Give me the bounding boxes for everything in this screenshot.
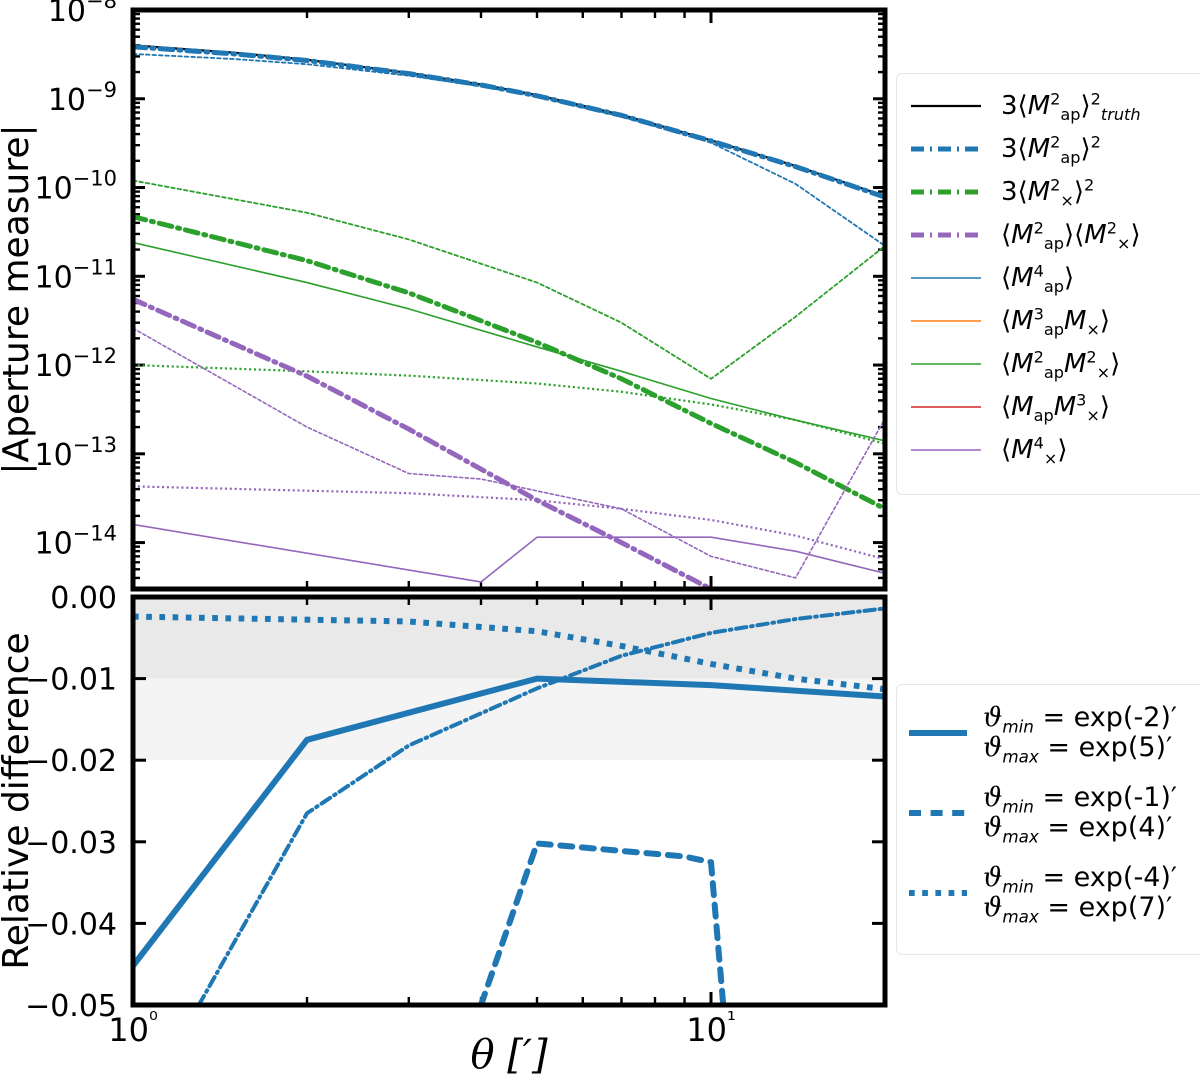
legend-item-r3[interactable]: ϑmin = exp(-4)′ ϑmax = exp(7)′: [907, 853, 1200, 933]
lower-y-tick-label: −0.03: [25, 826, 117, 861]
lower-y-tick-label: −0.02: [25, 744, 117, 779]
legend-line-sample-map2mx2: [909, 228, 987, 242]
legend-label-r2: ϑmin = exp(-1)′ ϑmax = exp(4)′: [983, 781, 1178, 847]
upper-y-tick-label: 10−11: [34, 255, 117, 295]
relative-difference-panel: 0.00 −0.01 −0.02 −0.03 −0.04 −0.05: [25, 581, 888, 1024]
legend-item-map2sq[interactable]: 3⟨M2ap⟩2: [909, 127, 1200, 170]
legend-line-sample-truth: [909, 99, 987, 113]
series-line: [133, 241, 885, 442]
series-line: [133, 214, 885, 512]
upper-y-tick-label: 10−14: [34, 522, 117, 562]
legend-label-truth: 3⟨M2ap⟩2truth: [1001, 88, 1141, 124]
series-line: [133, 296, 717, 589]
lower-y-tick-label: −0.05: [25, 989, 117, 1024]
lower-y-tick-label: −0.04: [25, 907, 117, 942]
upper-y-tick-label: 10−8: [48, 0, 117, 29]
axis-labels: 10⁰ 10¹ θ [′] |Aperture measure| Relative di…: [0, 124, 736, 1078]
legend-label-map4: ⟨M4ap⟩: [1001, 260, 1075, 296]
upper-y-tick-label: 10−10: [34, 167, 117, 207]
aperture-measure-panel: 10−8 10−9 10−10 10−11 10−12 10−13 10−14: [34, 0, 888, 592]
series-line: [133, 613, 885, 693]
legend-label-mapmx3: ⟨MapM3×⟩: [1001, 389, 1111, 425]
upper-y-tick-label: 10−9: [48, 78, 117, 118]
upper-y-tick-label: 10−13: [34, 433, 117, 473]
theta-range-legend: ϑmin = exp(-2)′ ϑmax = exp(5)′ ϑmin = exp(…: [896, 684, 1200, 955]
series-line: [133, 327, 885, 579]
legend-item-r1[interactable]: ϑmin = exp(-2)′ ϑmax = exp(5)′: [907, 693, 1200, 773]
series-line: [196, 606, 885, 1005]
legend-item-r2[interactable]: ϑmin = exp(-1)′ ϑmax = exp(4)′: [907, 773, 1200, 853]
legend-item-map3mx[interactable]: ⟨M3apM×⟩: [909, 299, 1200, 342]
upper-panel-frame: [130, 7, 888, 592]
legend-label-map2mx2: ⟨M2ap⟩⟨M2×⟩: [1001, 217, 1141, 253]
upper-plot-background: [133, 10, 885, 589]
x-tick-label: 10¹: [686, 1008, 736, 1049]
series-line: [133, 485, 885, 561]
series-line: [133, 179, 885, 380]
legend-line-sample-map2sq: [909, 142, 987, 156]
legend-line-sample-map4: [909, 271, 987, 285]
legend-line-sample-map3mx: [909, 314, 987, 328]
legend-label-map2sq: 3⟨M2ap⟩2: [1001, 131, 1101, 167]
legend-line-sample-r2: [907, 806, 973, 820]
series-line: [133, 53, 885, 247]
legend-line-sample-mapmx3: [909, 400, 987, 414]
legend-line-sample-map2mx2b: [909, 357, 987, 371]
legend-line-sample-r3: [907, 886, 973, 900]
x-axis-label: θ [′]: [470, 1032, 547, 1078]
legend-item-mapmx3[interactable]: ⟨MapM3×⟩: [909, 385, 1200, 428]
legend-label-map3mx: ⟨M3apM×⟩: [1001, 303, 1111, 339]
legend-label-map2mx2b: ⟨M2apM2×⟩: [1001, 346, 1121, 382]
lower-panel-frame: [130, 594, 888, 1008]
series-line: [133, 523, 885, 583]
x-tick-label: 10⁰: [108, 1008, 158, 1049]
tolerance-band: [133, 597, 885, 679]
legend-item-truth[interactable]: 3⟨M2ap⟩2truth: [909, 84, 1200, 127]
legend-line-sample-mx2sq: [909, 185, 987, 199]
aperture-measure-legend: 3⟨M2ap⟩2truth 3⟨M2ap⟩2 3⟨M2×⟩2 ⟨M2ap⟩⟨M2×⟩ ⟨…: [896, 73, 1200, 495]
legend-label-mx4: ⟨M4×⟩: [1001, 432, 1068, 468]
series-line: [133, 675, 885, 969]
legend-item-mx4[interactable]: ⟨M4×⟩: [909, 428, 1200, 471]
legend-item-map4[interactable]: ⟨M4ap⟩: [909, 256, 1200, 299]
lower-y-axis-label: Relative difference: [0, 632, 37, 969]
series-line: [133, 44, 885, 200]
lower-y-tick-label: 0.00: [50, 581, 117, 616]
legend-item-map2mx2[interactable]: ⟨M2ap⟩⟨M2×⟩: [909, 213, 1200, 256]
series-line: [477, 840, 727, 1005]
legend-label-r3: ϑmin = exp(-4)′ ϑmax = exp(7)′: [983, 861, 1178, 927]
lower-y-tick-label: −0.01: [25, 663, 117, 698]
legend-label-r1: ϑmin = exp(-2)′ ϑmax = exp(5)′: [983, 701, 1178, 767]
legend-item-mx2sq[interactable]: 3⟨M2×⟩2: [909, 170, 1200, 213]
legend-item-map2mx2b[interactable]: ⟨M2apM2×⟩: [909, 342, 1200, 385]
series-line: [133, 363, 885, 445]
legend-label-mx2sq: 3⟨M2×⟩2: [1001, 174, 1095, 210]
upper-y-tick-label: 10−12: [34, 344, 117, 384]
tolerance-band: [133, 678, 885, 761]
legend-line-sample-mx4: [909, 443, 987, 457]
upper-y-axis-label: |Aperture measure|: [0, 124, 37, 474]
legend-line-sample-r1: [907, 726, 973, 740]
